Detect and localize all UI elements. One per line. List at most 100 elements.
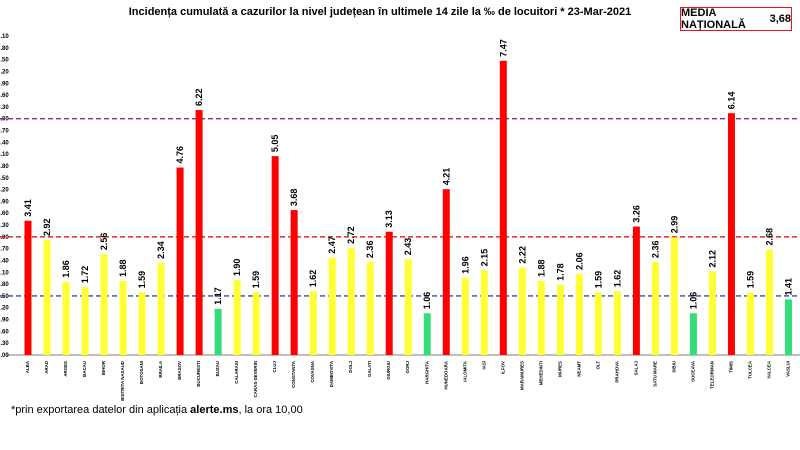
y-tick-label: 0.90 xyxy=(0,318,9,324)
bar-value-label: 2.22 xyxy=(517,246,527,264)
bar xyxy=(176,167,184,355)
category-label: GORJ xyxy=(405,360,410,373)
bar-value-label: 3.13 xyxy=(384,210,394,228)
y-tick-label: 2.10 xyxy=(0,270,9,276)
bar-value-label: 1.06 xyxy=(422,292,432,310)
category-label: GIURGIU xyxy=(386,361,391,380)
y-tick-label: 2.40 xyxy=(0,258,9,264)
bar-value-label: 1.86 xyxy=(61,260,71,278)
category-label: BUZAU xyxy=(215,361,220,376)
bar xyxy=(423,313,431,355)
bar xyxy=(271,156,279,355)
y-tick-label: 0.00 xyxy=(0,353,9,359)
bar xyxy=(442,189,450,355)
bar-value-label: 4.76 xyxy=(175,146,185,164)
category-label: COVASNA xyxy=(310,360,315,382)
category-label: HUNEDOARA xyxy=(443,360,448,389)
chart-title: Incidența cumulată a cazurilor la nivel … xyxy=(128,6,632,18)
bar-value-label: 2.43 xyxy=(403,238,413,256)
bar xyxy=(157,262,165,355)
bar-value-label: 2.56 xyxy=(99,233,109,251)
bar xyxy=(119,280,127,355)
category-label: TIMIS xyxy=(728,361,733,373)
category-label: TELEORMAN xyxy=(709,361,714,389)
y-tick-label: 0.30 xyxy=(0,341,9,347)
category-label: PRAHOVA xyxy=(614,360,619,382)
y-tick-label: 7.80 xyxy=(0,46,9,52)
category-label: SALAJ xyxy=(633,360,638,375)
bar-value-label: 6.14 xyxy=(726,92,736,110)
national-average-label: MEDIA NAȚIONALĂ xyxy=(681,7,746,31)
bar xyxy=(233,280,241,355)
bar-value-label: 2.36 xyxy=(650,241,660,259)
bar-value-label: 4.21 xyxy=(441,168,451,186)
category-label: ARAD xyxy=(44,361,49,374)
bar xyxy=(347,247,355,355)
category-label: OLT xyxy=(595,361,600,370)
bar xyxy=(632,226,640,355)
y-tick-label: 3.30 xyxy=(0,223,9,229)
category-label: IALOMITA xyxy=(462,360,467,382)
y-tick-label: 6.60 xyxy=(0,93,9,99)
bar xyxy=(81,287,89,355)
bar xyxy=(480,270,488,355)
bar-value-label: 2.15 xyxy=(479,249,489,267)
y-tick-label: 5.70 xyxy=(0,129,9,135)
category-label: MEHEDINTI xyxy=(538,361,543,385)
bar-value-label: 3.41 xyxy=(23,199,33,217)
bar xyxy=(43,240,51,355)
y-tick-label: 0.60 xyxy=(0,329,9,335)
bar-value-label: 2.34 xyxy=(156,241,166,259)
y-tick-label: 4.20 xyxy=(0,188,9,194)
bar xyxy=(765,249,773,355)
bar xyxy=(689,313,697,355)
category-label: BACAU xyxy=(82,361,87,377)
bar xyxy=(499,60,507,356)
bar xyxy=(404,259,412,355)
category-label: CARAS-SEVERIN xyxy=(253,361,258,397)
bar-value-label: 1.59 xyxy=(593,271,603,289)
category-label: VASLUI xyxy=(785,361,790,377)
bar-value-label: 6.22 xyxy=(194,89,204,107)
bar xyxy=(613,291,621,355)
bar xyxy=(746,292,754,355)
bar-value-label: 1.78 xyxy=(555,263,565,281)
category-label: DAMBOVITA xyxy=(329,360,334,387)
bar-value-label: 1.59 xyxy=(251,271,261,289)
bar xyxy=(195,110,203,355)
bar xyxy=(366,262,374,355)
bar-value-label: 2.06 xyxy=(574,252,584,270)
bar xyxy=(309,291,317,355)
bar-value-label: 5.05 xyxy=(270,135,280,153)
footnote: *prin exportarea datelor din aplicația a… xyxy=(11,404,303,416)
y-tick-label: 5.40 xyxy=(0,140,9,146)
y-tick-label: 6.30 xyxy=(0,105,9,111)
y-tick-label: 6.00 xyxy=(0,117,9,123)
y-tick-label: 3.00 xyxy=(0,235,9,241)
y-tick-label: 7.20 xyxy=(0,69,9,75)
category-label: BIHOR xyxy=(101,360,106,375)
bar-value-label: 3.26 xyxy=(631,205,641,223)
bar-value-label: 2.12 xyxy=(707,250,717,268)
bar-value-label: 1.90 xyxy=(232,259,242,277)
bar-value-label: 2.36 xyxy=(365,241,375,259)
category-label: CONSTANTA xyxy=(291,360,296,388)
category-label: MARAMURES xyxy=(519,361,524,390)
bar-value-label: 1.17 xyxy=(213,287,223,305)
bar xyxy=(784,299,792,355)
y-tick-label: 4.50 xyxy=(0,176,9,182)
bar xyxy=(461,277,469,355)
bar xyxy=(651,262,659,355)
footnote-source: alerte.ms xyxy=(190,404,239,416)
bar xyxy=(214,308,222,355)
category-label: SIBIU xyxy=(671,361,676,373)
bar xyxy=(556,284,564,355)
bar xyxy=(575,273,583,355)
category-label: GALATI xyxy=(367,361,372,377)
footnote-prefix: *prin exportarea datelor din aplicația xyxy=(11,404,191,416)
category-label: ALBA xyxy=(25,360,30,373)
y-tick-label: 6.90 xyxy=(0,81,9,87)
y-tick-label: 4.80 xyxy=(0,164,9,170)
y-tick-label: 3.60 xyxy=(0,211,9,217)
